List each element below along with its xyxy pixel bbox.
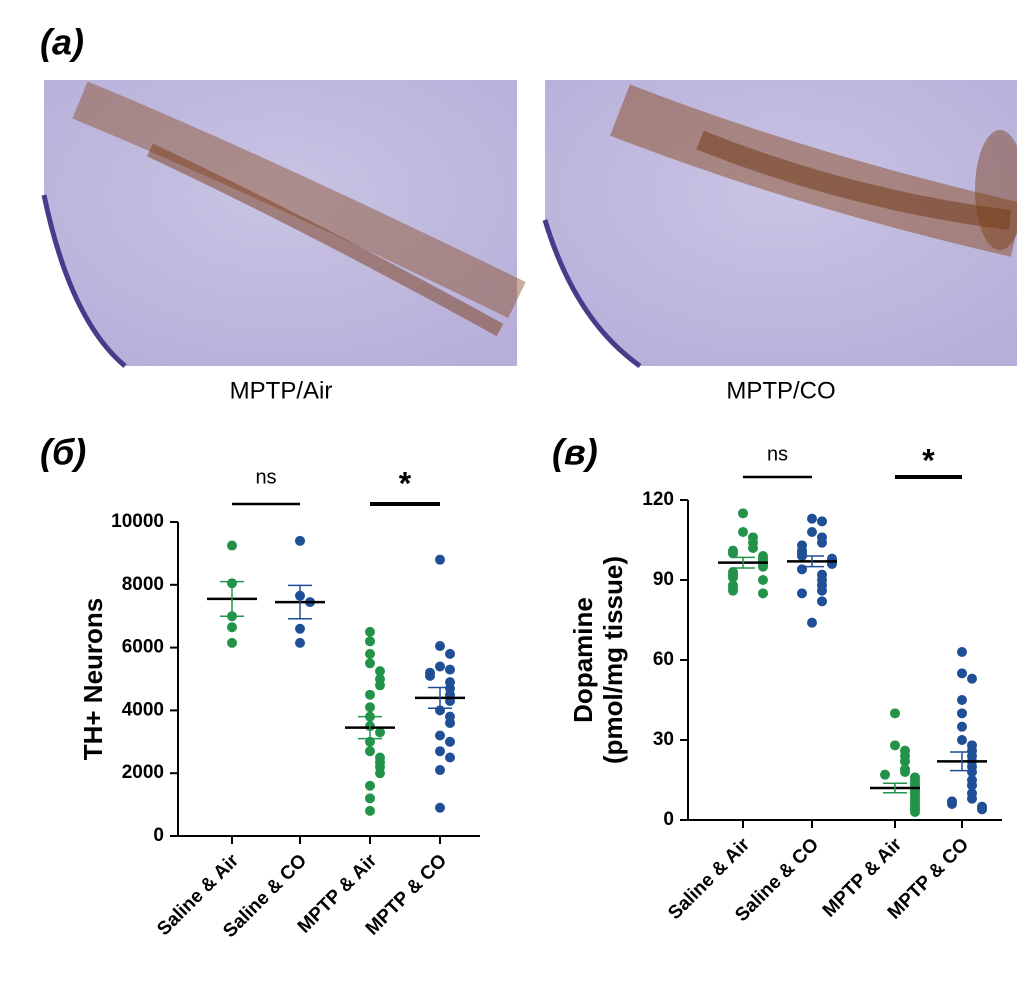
data-point (435, 554, 445, 565)
data-point (435, 641, 445, 652)
significance-label: ns (767, 443, 788, 465)
y-tick-label: 6000 (122, 637, 164, 658)
data-point (445, 664, 455, 675)
data-point (910, 807, 920, 817)
micrograph (41, 80, 526, 368)
data-point (445, 717, 455, 728)
data-point (817, 537, 827, 548)
y-tick-label: 120 (642, 489, 674, 510)
data-point (365, 702, 375, 713)
data-point (227, 622, 237, 633)
data-point (365, 626, 375, 637)
data-point (748, 543, 758, 553)
data-point (797, 564, 807, 575)
data-point (758, 588, 768, 599)
data-point (967, 767, 977, 777)
data-point (435, 765, 445, 776)
data-point (817, 596, 827, 607)
data-point (295, 535, 305, 546)
data-point (880, 769, 890, 780)
data-point (365, 793, 375, 804)
data-point (227, 540, 237, 551)
data-point (375, 666, 385, 677)
data-point (425, 670, 435, 681)
data-point (957, 708, 967, 719)
data-point (435, 746, 445, 757)
panel-label: (в) (552, 432, 598, 473)
data-point (817, 585, 827, 596)
data-point (967, 673, 977, 684)
data-point (445, 752, 455, 763)
data-point (728, 585, 738, 596)
data-point (967, 780, 977, 791)
data-point (365, 689, 375, 700)
data-point (900, 767, 910, 777)
y-axis-label: TH+ Neurons (78, 598, 108, 761)
data-point (957, 668, 967, 679)
data-point (758, 561, 768, 572)
data-point (977, 804, 987, 815)
data-point (957, 647, 967, 657)
significance-label: * (922, 442, 935, 478)
data-point (365, 636, 375, 647)
data-point (807, 513, 817, 524)
data-point (797, 588, 807, 599)
panel-label: (а) (40, 22, 84, 63)
data-point (807, 527, 817, 537)
data-point (375, 727, 385, 738)
data-point (375, 768, 385, 779)
data-point (758, 575, 768, 585)
y-axis-label: Dopamine (568, 597, 598, 723)
y-tick-label: 8000 (122, 574, 164, 595)
data-point (890, 708, 900, 719)
y-tick-label: 2000 (122, 762, 164, 783)
y-tick-label: 60 (653, 649, 674, 670)
data-point (295, 637, 305, 648)
data-point (435, 802, 445, 813)
data-point (227, 637, 237, 648)
data-point (435, 730, 445, 741)
data-point (738, 508, 748, 519)
y-tick-label: 30 (653, 729, 674, 750)
data-point (957, 735, 967, 745)
data-point (445, 648, 455, 659)
data-point (957, 721, 967, 732)
data-point (728, 548, 738, 559)
image-caption: MPTP/Air (230, 377, 333, 404)
data-point (365, 746, 375, 757)
data-point (365, 658, 375, 669)
data-point (365, 805, 375, 816)
y-axis-label: (pmol/mg tissue) (598, 556, 628, 764)
data-point (807, 617, 817, 628)
data-point (375, 680, 385, 691)
significance-label: ns (255, 466, 276, 488)
y-tick-label: 90 (653, 569, 674, 590)
data-point (445, 736, 455, 747)
micrograph (542, 80, 1017, 369)
data-point (957, 695, 967, 705)
significance-label: * (399, 465, 412, 501)
data-point (947, 799, 957, 809)
panel-label: (б) (40, 432, 86, 473)
data-point (435, 661, 445, 672)
data-point (365, 648, 375, 659)
data-point (295, 623, 305, 634)
data-point (890, 740, 900, 751)
data-point (900, 756, 910, 767)
data-point (738, 527, 748, 537)
image-caption: MPTP/CO (726, 377, 835, 404)
y-tick-label: 0 (663, 809, 674, 830)
data-point (967, 793, 977, 804)
y-tick-label: 10000 (111, 511, 164, 532)
y-tick-label: 4000 (122, 699, 164, 720)
data-point (728, 572, 738, 583)
data-point (817, 516, 827, 527)
data-point (365, 780, 375, 791)
y-tick-label: 0 (153, 825, 164, 846)
